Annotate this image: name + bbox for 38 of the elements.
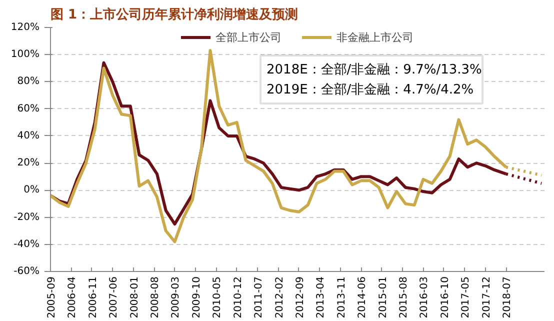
- x-tick-label: 2012-02: [274, 276, 286, 318]
- legend-label: 非金融上市公司: [336, 30, 414, 44]
- x-tick-label: 2016-10: [440, 276, 451, 318]
- y-tick-label: 100%: [10, 49, 40, 60]
- x-tick-label: 2006-04: [67, 276, 78, 318]
- y-tick-label: -20%: [14, 212, 40, 223]
- y-tick-label: 20%: [17, 158, 40, 169]
- x-tick-label: 2007-06: [108, 276, 120, 318]
- x-tick-label: 2009-03: [170, 276, 182, 318]
- x-tick-label: 2008-01: [129, 276, 140, 318]
- x-tick-label: 2014-06: [357, 276, 368, 318]
- x-tick-label: 2010-05: [212, 276, 224, 318]
- y-tick-label: 120%: [10, 22, 40, 33]
- x-tick-label: 2016-03: [419, 276, 430, 318]
- y-tick-label: -40%: [14, 238, 40, 250]
- x-tick-label: 2017-05: [460, 276, 472, 318]
- y-tick-label: -60%: [14, 266, 40, 277]
- annotation: 2019E：全部/非金融：4.7%/4.2%: [266, 82, 474, 98]
- x-tick-label: 2015-01: [378, 276, 389, 318]
- x-tick-label: 2013-04: [316, 276, 327, 318]
- y-tick-label: 80%: [17, 76, 40, 88]
- x-tick-label: 2010-12: [232, 276, 244, 318]
- y-tick-label: 60%: [17, 103, 40, 114]
- x-tick-label: 2008-08: [150, 276, 162, 318]
- x-tick-label: 2005-09: [46, 276, 58, 318]
- x-tick-label: 2015-08: [398, 276, 410, 318]
- x-tick-label: 2018-07: [502, 276, 514, 318]
- x-tick-label: 2011-07: [254, 276, 265, 318]
- x-tick-label: 2017-12: [481, 276, 492, 318]
- x-tick-label: 2006-11: [88, 276, 99, 318]
- x-tick-label: 2013-11: [336, 276, 348, 318]
- y-tick-label: 0%: [24, 184, 40, 196]
- chart-title: 图 1：上市公司历年累计净利润增速及预测: [50, 6, 298, 22]
- x-tick-label: 2009-10: [191, 276, 202, 318]
- annotation: 2018E：全部/非金融：9.7%/13.3%: [266, 62, 482, 78]
- x-tick-label: 2012-09: [294, 276, 306, 318]
- y-tick-label: 40%: [17, 130, 40, 142]
- legend-label: 全部上市公司: [216, 30, 282, 44]
